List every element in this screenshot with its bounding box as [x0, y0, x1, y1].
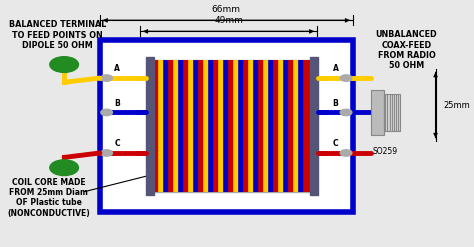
Text: C: C: [114, 139, 120, 148]
Bar: [100, 40, 353, 212]
Bar: [310, 57, 319, 195]
Text: B: B: [114, 99, 120, 107]
Text: UNBALANCED
COAX-FEED
FROM RADIO
50 OHM: UNBALANCED COAX-FEED FROM RADIO 50 OHM: [375, 30, 437, 70]
Text: 49mm: 49mm: [214, 16, 243, 25]
Circle shape: [50, 57, 79, 72]
Text: SO259: SO259: [373, 147, 398, 156]
Circle shape: [101, 75, 112, 81]
Circle shape: [101, 109, 112, 116]
Bar: [146, 57, 154, 195]
Text: 66mm: 66mm: [212, 5, 241, 14]
Circle shape: [101, 150, 112, 156]
Circle shape: [50, 160, 79, 176]
Circle shape: [340, 109, 352, 116]
Text: B: B: [333, 99, 338, 107]
Text: A: A: [333, 64, 338, 73]
Text: COIL CORE MADE
FROM 25mm Diam
OF Plastic tube
(NONCONDUCTIVE): COIL CORE MADE FROM 25mm Diam OF Plastic…: [7, 178, 90, 218]
Bar: [147, 60, 317, 192]
Text: A: A: [114, 64, 120, 73]
Text: 25mm: 25mm: [444, 101, 470, 110]
Text: C: C: [333, 139, 338, 148]
Circle shape: [340, 75, 352, 81]
Text: 9 TURNS OF 1.5 mm Enameled CU-Wire: 9 TURNS OF 1.5 mm Enameled CU-Wire: [153, 173, 311, 182]
Bar: [371, 90, 384, 135]
Bar: [384, 94, 400, 131]
Circle shape: [340, 150, 352, 156]
Text: BALANCED TERMINAL
TO FEED POINTS ON
DIPOLE 50 OHM: BALANCED TERMINAL TO FEED POINTS ON DIPO…: [9, 20, 106, 50]
